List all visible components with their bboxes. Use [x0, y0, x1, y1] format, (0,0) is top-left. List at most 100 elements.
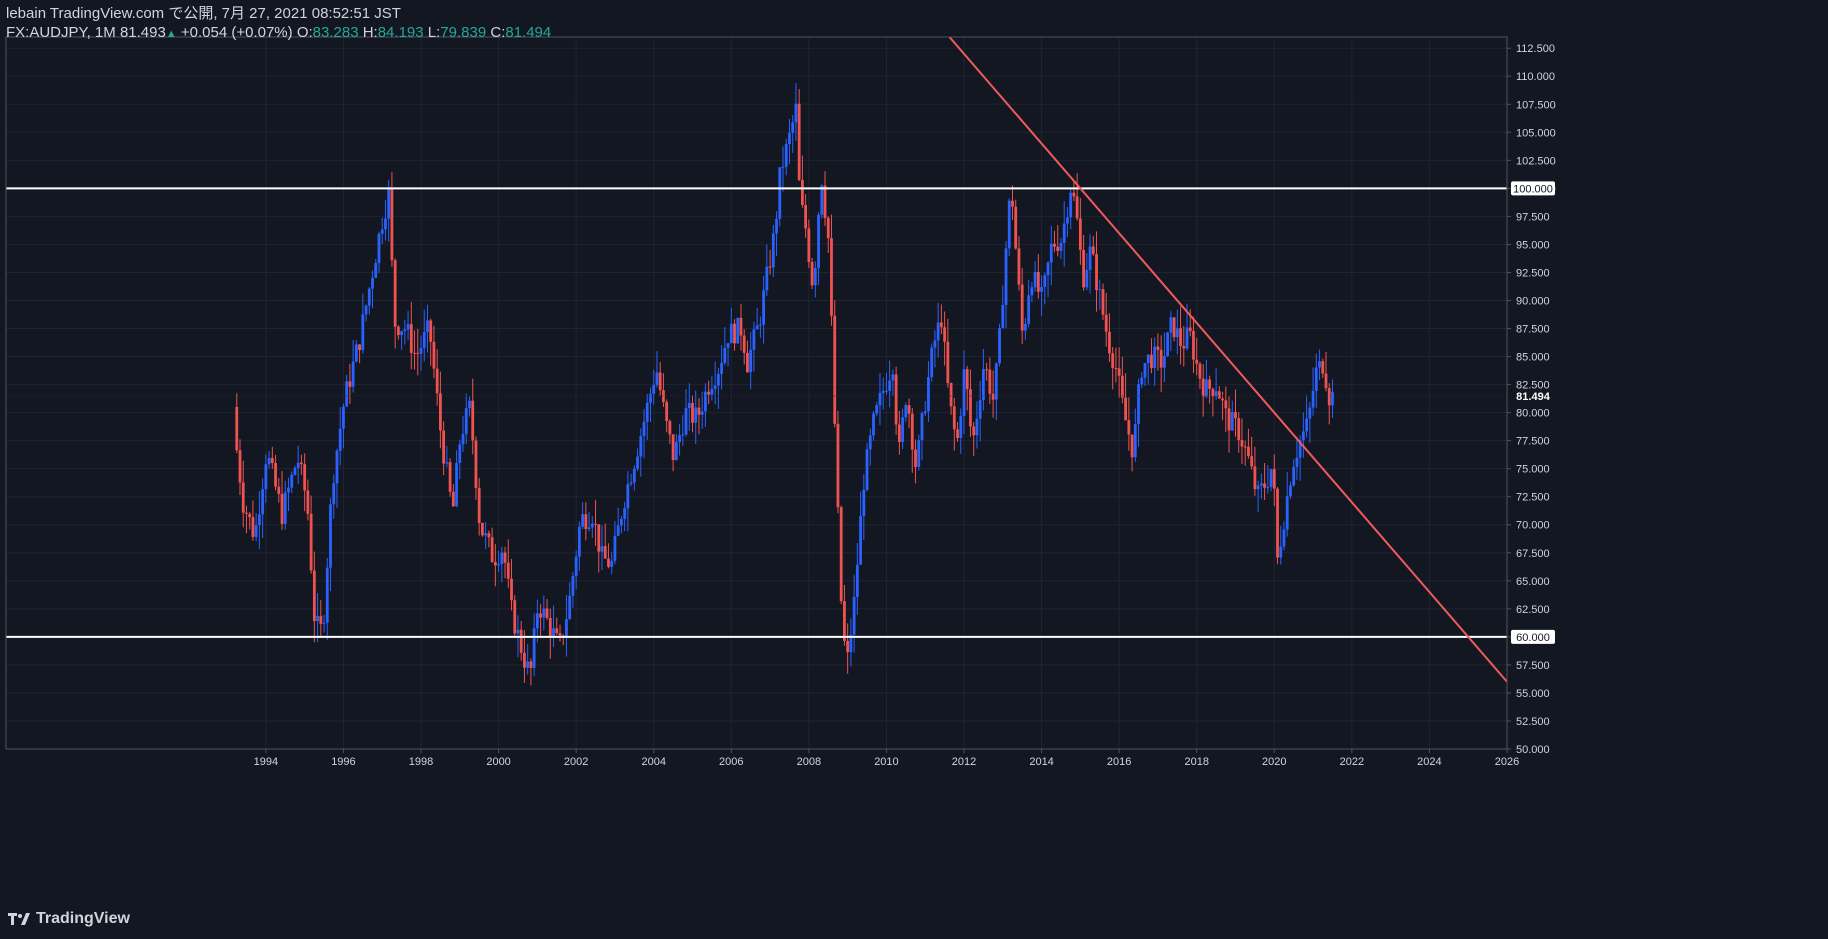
candle-body: [956, 429, 959, 439]
candle-body: [1331, 391, 1334, 406]
candle-body: [1162, 356, 1166, 368]
candle-body: [914, 449, 917, 467]
x-tick-label: 2016: [1107, 756, 1131, 768]
low-label: L:: [427, 24, 441, 41]
candle-body: [681, 434, 685, 436]
candle-body: [704, 391, 707, 412]
candle-body: [481, 523, 484, 536]
candle-body: [1085, 270, 1089, 288]
y-tick-label: 52.500: [1516, 716, 1550, 728]
candle-body: [338, 428, 342, 451]
candle-body: [577, 526, 581, 557]
candle-body: [1192, 330, 1195, 360]
candle-body: [765, 266, 769, 291]
candle-body: [555, 628, 559, 634]
candle-body: [300, 462, 303, 465]
candle-body: [471, 400, 475, 441]
candle-body: [642, 421, 646, 437]
y-tick-label: 57.500: [1516, 660, 1550, 672]
candle-body: [843, 601, 846, 641]
candle-body: [1321, 361, 1325, 374]
candle-body: [723, 347, 727, 363]
candle-body: [1256, 485, 1260, 490]
horizontal-levels[interactable]: [6, 187, 1507, 638]
tradingview-brand[interactable]: TradingView: [8, 910, 130, 928]
y-tick-label: 92.500: [1516, 267, 1550, 279]
candle-body: [1250, 456, 1254, 467]
candle-body: [939, 322, 943, 328]
candle-body: [1056, 246, 1060, 251]
candle-body: [371, 277, 374, 289]
y-tick-label: 82.500: [1516, 380, 1550, 392]
candle-body: [1156, 346, 1160, 350]
candle-body: [1072, 192, 1076, 197]
candle-body: [594, 523, 597, 525]
candle-body: [607, 558, 610, 567]
symbol-name[interactable]: FX:AUDJPY, 1M: [6, 24, 116, 41]
candle-body: [849, 634, 853, 653]
candle-body: [920, 413, 924, 441]
candle-body: [1214, 391, 1218, 397]
x-tick-label: 2010: [874, 756, 898, 768]
candle-body: [891, 374, 895, 381]
candle-body: [807, 228, 811, 262]
candle-body: [251, 517, 255, 537]
candle-body: [652, 385, 656, 394]
candle-body: [755, 325, 759, 330]
candle-body: [994, 363, 998, 400]
candle-body: [775, 218, 778, 234]
candle-body: [1130, 434, 1134, 458]
candle-body: [519, 629, 523, 653]
candle-body: [846, 640, 850, 653]
candle-body: [1011, 200, 1014, 207]
last-price: 81.493: [119, 24, 166, 41]
candle-body: [1066, 217, 1069, 224]
candle-body: [1221, 398, 1224, 401]
publish-info: lebain TradingView.com で公開, 7月 27, 2021 …: [6, 5, 401, 22]
x-tick-label: 2002: [564, 756, 588, 768]
candle-body: [758, 324, 762, 326]
candle-body: [946, 341, 950, 384]
candle-body: [380, 229, 384, 234]
candle-body: [280, 493, 284, 524]
candle-body: [1305, 418, 1309, 432]
x-tick-label: 2024: [1417, 756, 1441, 768]
x-tick-label: 2000: [486, 756, 510, 768]
candle-body: [584, 514, 588, 529]
candle-body: [409, 324, 413, 353]
candle-body: [413, 352, 416, 354]
candle-body: [691, 402, 694, 423]
candle-body: [1088, 246, 1092, 271]
x-tick-label: 2022: [1340, 756, 1364, 768]
candle-body: [778, 167, 782, 219]
candle-body: [959, 415, 963, 439]
candle-body: [687, 402, 691, 408]
trendline[interactable]: [945, 31, 1507, 683]
candle-body: [684, 407, 688, 435]
candle-body: [345, 381, 349, 407]
price-axis[interactable]: 112.500 110.000 107.500 105.000 102.500 100.0…: [1507, 43, 1556, 756]
candle-body: [1027, 295, 1031, 324]
candle-body: [442, 430, 446, 464]
candle-body: [1230, 411, 1234, 431]
candle-body: [694, 407, 698, 423]
candle-body: [1279, 546, 1283, 558]
candle-body: [1208, 379, 1212, 389]
candle-body: [1266, 487, 1270, 489]
candle-body: [826, 217, 830, 239]
time-axis[interactable]: 1994 1996 1998 2000 2002 2004 2006 2008 2010 2012…: [254, 749, 1520, 768]
candle-body: [468, 400, 471, 409]
candle-body: [733, 323, 736, 344]
x-tick-label: 2006: [719, 756, 743, 768]
candle-body: [581, 514, 585, 527]
candle-body: [768, 266, 772, 268]
candle-body: [952, 406, 956, 430]
candle-body: [1101, 289, 1105, 315]
y-tick-label: 87.500: [1516, 324, 1550, 336]
candle-body: [752, 329, 756, 350]
candle-body: [303, 464, 307, 491]
candle-body: [1224, 400, 1228, 409]
candle-body: [894, 374, 898, 425]
candle-body: [1098, 289, 1102, 291]
